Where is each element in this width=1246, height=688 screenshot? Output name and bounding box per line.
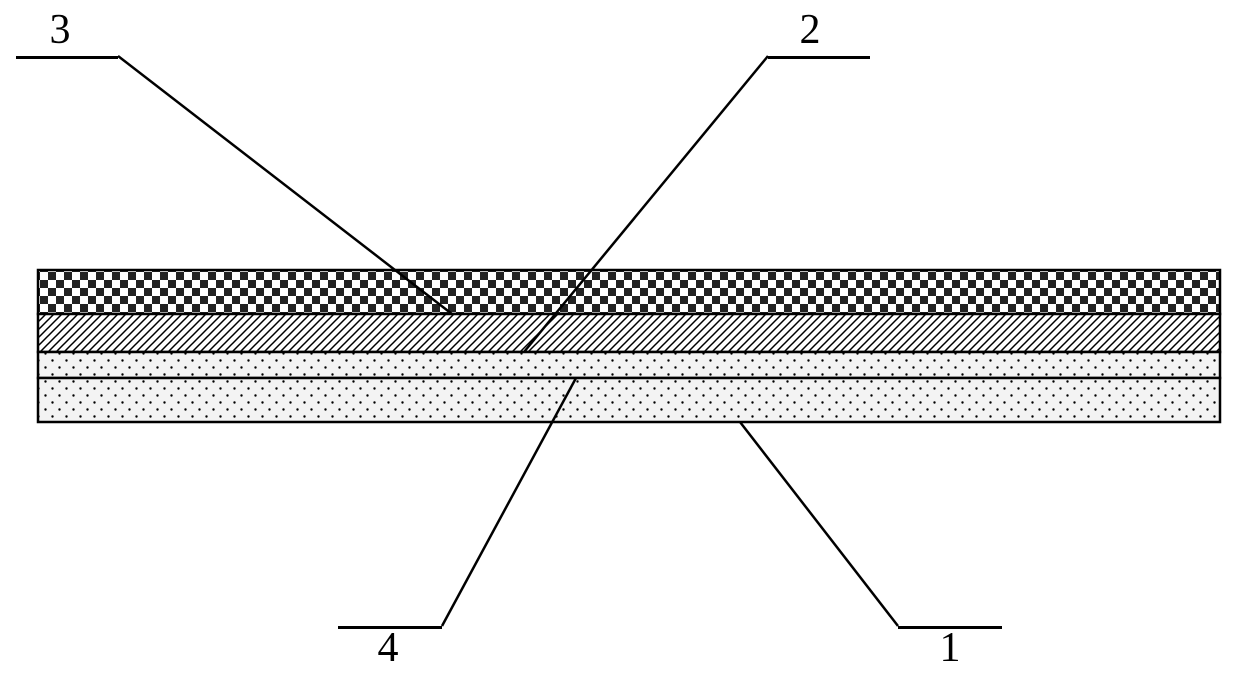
label-3-underline: [16, 56, 118, 59]
label-4: 4: [378, 624, 399, 672]
label-3: 3: [50, 6, 71, 54]
diagram-canvas: 3 2 4 1: [0, 0, 1246, 688]
layer-4: [38, 352, 1220, 378]
layer-3: [38, 270, 1220, 314]
label-1-underline: [898, 626, 1002, 629]
label-2: 2: [800, 6, 821, 54]
label-1: 1: [940, 624, 961, 672]
label-4-underline: [338, 626, 442, 629]
label-2-underline: [768, 56, 870, 59]
diagram-svg: [0, 0, 1246, 688]
label-1-leader: [740, 422, 898, 626]
layer-2: [38, 314, 1220, 352]
layer-1: [38, 378, 1220, 422]
